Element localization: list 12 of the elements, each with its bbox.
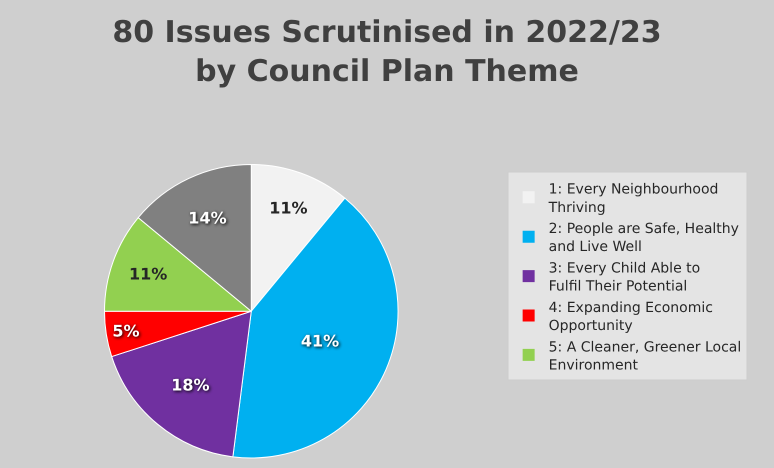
data-label: 5% (112, 322, 140, 341)
data-label: 41% (300, 331, 340, 350)
data-label: 11% (128, 264, 168, 284)
legend-label: 3: Every Child Able to Fulfil Their Potential (548, 260, 700, 295)
legend-label: 2: People are Safe, Healthy and Live Well (548, 221, 739, 256)
legend-label: 1: Every Neighbourhood Thriving (548, 182, 718, 216)
legend-label: 4: Expanding Economic Opportunity (548, 300, 713, 334)
data-label: 11% (269, 198, 308, 218)
data-label: 14% (188, 208, 227, 228)
chart-title: 80 Issues Scrutinised in 2022/23 by Council Plan Theme (112, 15, 662, 90)
data-label: 18% (171, 375, 210, 394)
legend-label: 5: A Cleaner, Greener Local Environment (548, 339, 742, 374)
